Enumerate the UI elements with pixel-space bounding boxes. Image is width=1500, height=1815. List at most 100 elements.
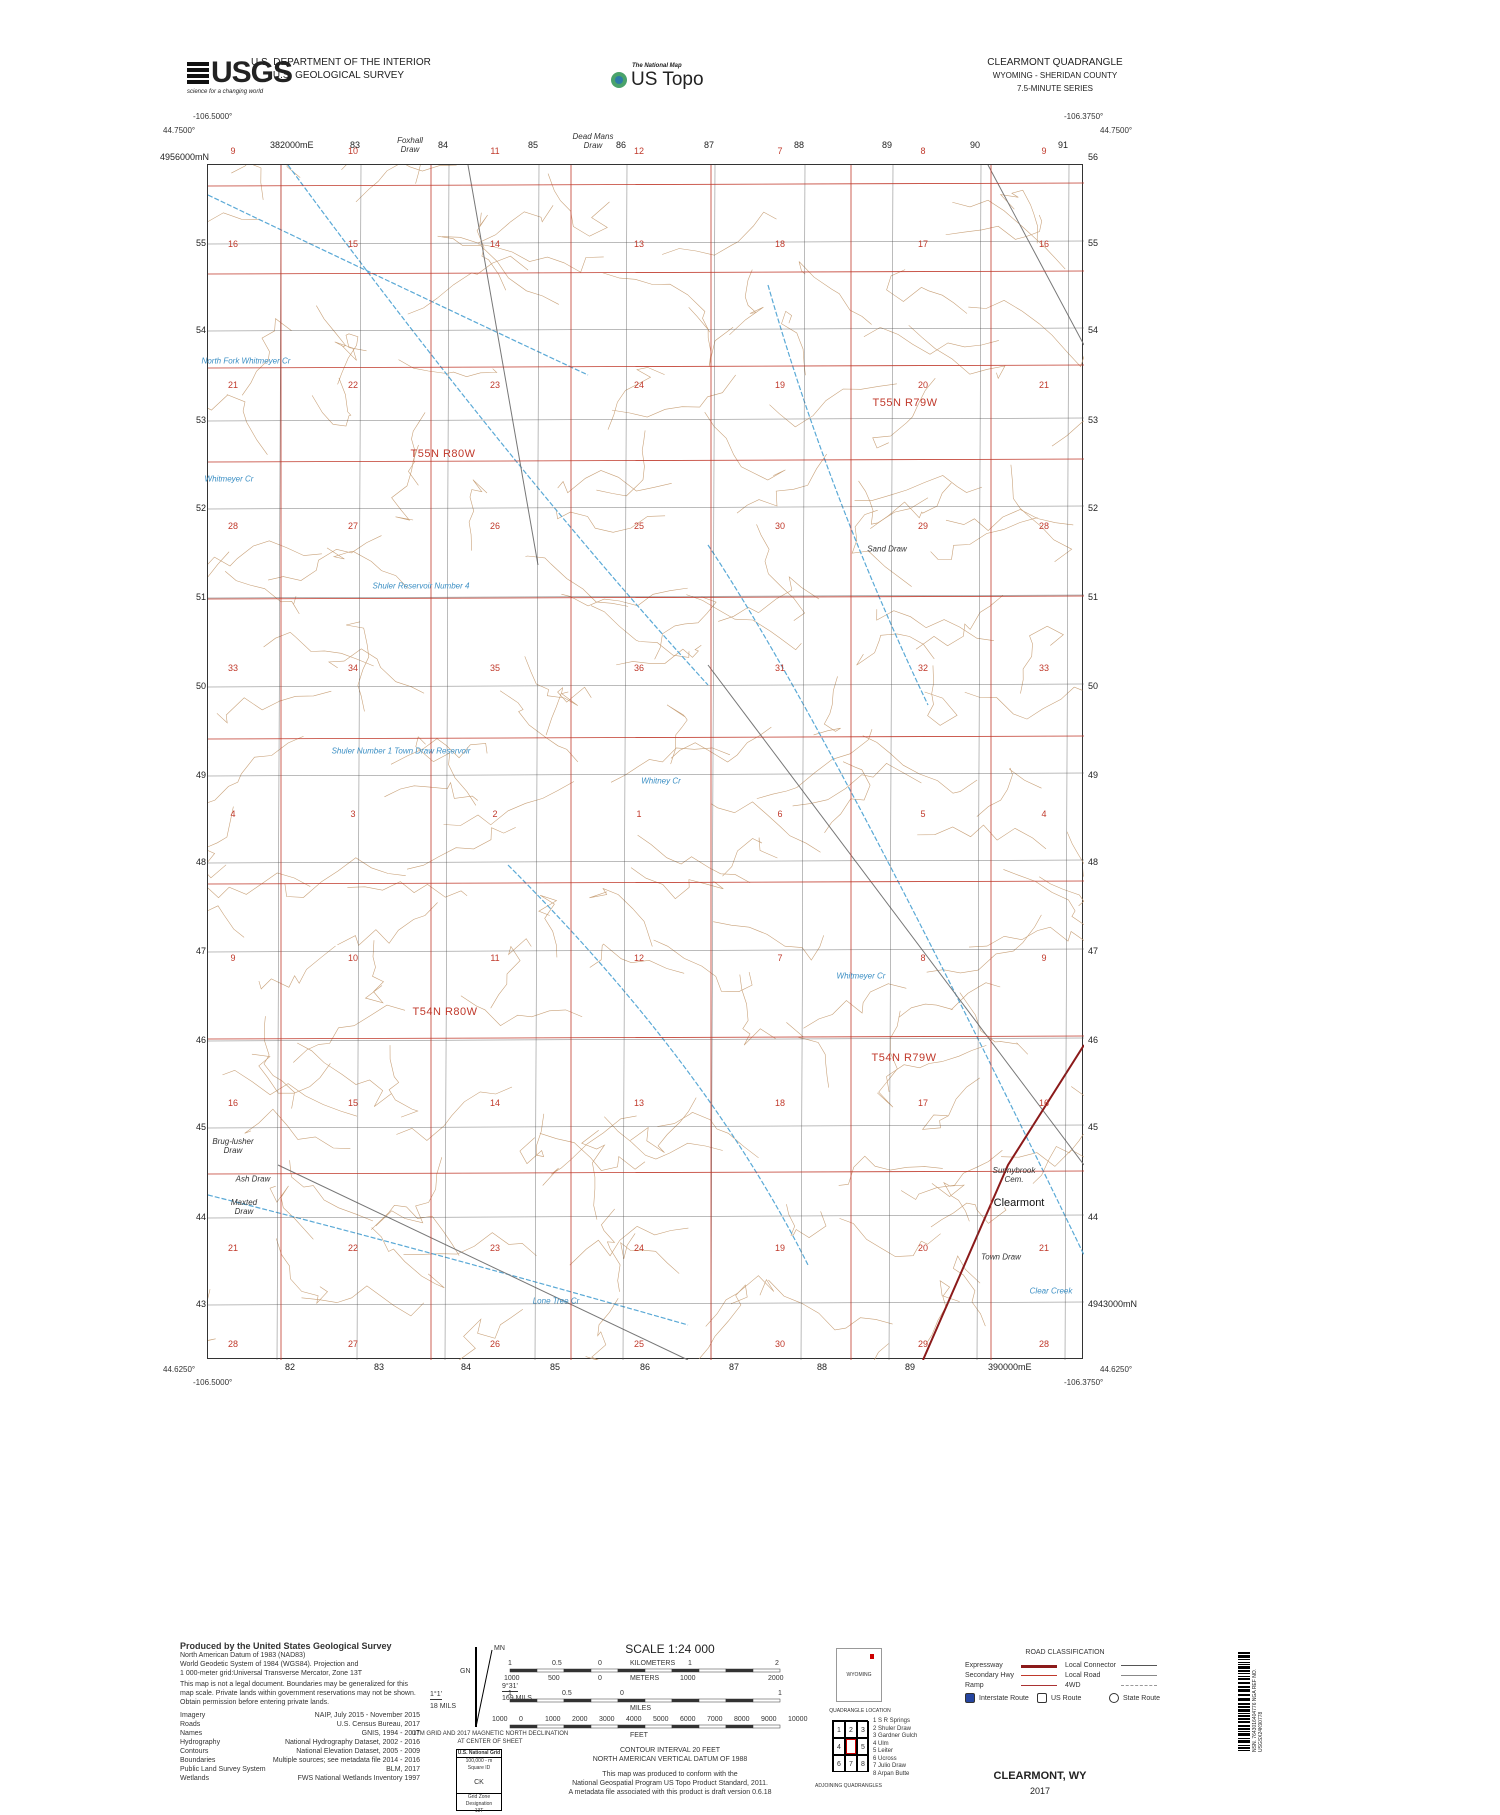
contour-line <box>740 975 776 1046</box>
adjoining-cell: 4 <box>833 1738 845 1755</box>
quad-location-caption: QUADRANGLE LOCATION <box>820 1707 900 1716</box>
section-number: 24 <box>634 1243 644 1253</box>
contour-interval: CONTOUR INTERVAL 20 FEET <box>530 1746 810 1755</box>
stream <box>768 285 928 705</box>
water-feature-label: Whitney Cr <box>641 777 681 786</box>
km-label: KILOMETERS <box>630 1659 675 1668</box>
place-name: Sand Draw <box>864 545 910 554</box>
mi-label: MILES <box>630 1704 651 1713</box>
series: 7.5-MINUTE SERIES <box>980 82 1130 95</box>
contour-line <box>264 632 374 666</box>
section-number: 29 <box>918 1339 928 1349</box>
section-number: 22 <box>348 380 358 390</box>
barcode-bar <box>1238 1673 1250 1674</box>
section-number: 16 <box>1039 239 1049 249</box>
barcode-bar <box>1238 1725 1250 1727</box>
section-line <box>208 1171 1084 1174</box>
section-number: 16 <box>228 239 238 249</box>
adjoining-name: 8 Arpan Butte <box>873 1771 917 1779</box>
contour-line <box>208 1289 216 1356</box>
road <box>708 665 1084 1165</box>
contour-line <box>917 825 1046 849</box>
section-number: 1 <box>636 809 641 819</box>
section-number: 26 <box>490 521 500 531</box>
northing-label: 47 <box>196 946 206 956</box>
contour-line <box>953 1256 985 1326</box>
section-number: 9 <box>230 953 235 963</box>
barcode-bar <box>1238 1670 1250 1672</box>
contour-line <box>208 541 322 569</box>
utm-grid-line <box>535 165 539 1360</box>
us-topo-wordmark: US Topo <box>631 69 704 91</box>
contour-line <box>540 1133 645 1170</box>
contour-line <box>217 691 331 723</box>
barcode-bar <box>1238 1721 1250 1723</box>
contour-line <box>208 190 259 223</box>
scale-tick: 1000 <box>545 1715 561 1724</box>
section-number: 17 <box>918 239 928 249</box>
adjoining-cell: 1 <box>833 1721 845 1738</box>
section-number: 11 <box>490 146 499 156</box>
contour-line <box>245 1109 351 1148</box>
quad-title: CLEARMONT QUADRANGLE <box>980 56 1130 69</box>
barcode-bar <box>1238 1709 1250 1712</box>
place-name: Town Draw <box>978 1253 1024 1262</box>
contour-line <box>604 1117 722 1159</box>
easting-label: 382000mE <box>270 140 314 150</box>
credit-label: Names <box>180 1729 202 1738</box>
contour-line <box>458 1309 523 1360</box>
section-number: 20 <box>918 380 928 390</box>
adjoining-cell: 5 <box>857 1738 869 1755</box>
contour-line <box>654 940 752 992</box>
contour-line <box>1020 626 1063 693</box>
barcode-bar <box>1238 1733 1250 1736</box>
utm-grid-line <box>889 165 893 1360</box>
section-number: 7 <box>777 146 782 156</box>
contour-line <box>297 1043 391 1107</box>
northing-label: 45 <box>196 1122 206 1132</box>
disclaimer: This map is not a legal document. Bounda… <box>180 1680 420 1707</box>
section-number: 27 <box>348 1339 358 1349</box>
road-class-label: Local Connector <box>1065 1661 1116 1670</box>
contour-line <box>570 1226 689 1265</box>
quad-location-marker <box>870 1654 874 1659</box>
credit-label: Roads <box>180 1720 200 1729</box>
conform-note: This map was produced to conform with th… <box>530 1770 810 1779</box>
credit-label: Boundaries <box>180 1756 215 1765</box>
utm-grid-line <box>1065 165 1069 1360</box>
utm-grid-line <box>208 684 1084 687</box>
section-number: 29 <box>918 521 928 531</box>
road-class-label: Local Road <box>1065 1671 1100 1680</box>
barcode-bar <box>1238 1747 1250 1749</box>
contour-line <box>1067 832 1084 906</box>
barcode-bar <box>1238 1745 1250 1746</box>
section-number: 28 <box>228 521 238 531</box>
contour-line <box>977 768 1042 816</box>
section-number: 33 <box>228 663 238 673</box>
section-number: 30 <box>775 521 785 531</box>
contour-line <box>855 476 982 501</box>
contour-line <box>601 1209 620 1292</box>
corner-lon: -106.5000° <box>193 1378 232 1387</box>
shield-label: State Route <box>1123 1694 1160 1703</box>
section-number: 8 <box>920 146 925 156</box>
northing-label: 54 <box>1088 325 1098 335</box>
interstate-shield-icon <box>965 1693 975 1703</box>
scale-tick: 2 <box>775 1659 779 1668</box>
contour-line <box>925 665 958 725</box>
contour-line <box>208 873 310 898</box>
easting-label: 89 <box>882 140 892 150</box>
section-number: 25 <box>634 521 644 531</box>
northing-label: 50 <box>196 681 206 691</box>
section-number: 13 <box>634 239 644 249</box>
section-number: 21 <box>1039 380 1049 390</box>
corner-lon: -106.3750° <box>1064 1378 1103 1387</box>
adjoining-name: 4 Ulm <box>873 1741 917 1749</box>
scale-tick: 9000 <box>761 1715 777 1724</box>
contour-line <box>586 1298 619 1360</box>
place-name: Ash Draw <box>230 1175 276 1184</box>
barcode-bar <box>1238 1740 1250 1743</box>
